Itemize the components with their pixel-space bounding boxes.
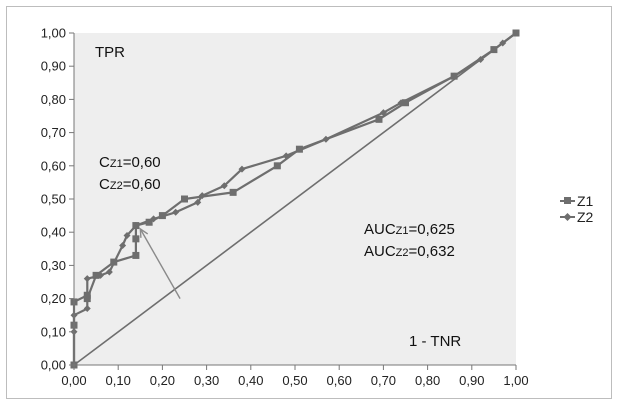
- legend-label-z2: Z2: [577, 209, 594, 225]
- x-tick-label: 0,20: [150, 373, 175, 388]
- x-tick-label: 0,30: [194, 373, 219, 388]
- series-z1-point: [273, 162, 281, 170]
- y-tick-label: 0,90: [41, 59, 66, 74]
- y-tick-label: 0,10: [41, 324, 66, 339]
- y-axis-title: TPR: [95, 44, 125, 61]
- y-tick-label: 0,20: [41, 291, 66, 306]
- y-tick-label: 1,00: [41, 26, 66, 41]
- y-tick-label: 0,40: [41, 225, 66, 240]
- series-z1-point: [132, 235, 140, 243]
- cutoff-arrow-head: [139, 227, 149, 238]
- series-z2-line: [72, 32, 517, 365]
- series-z2-point: [97, 271, 105, 279]
- y-tick-label: 0,60: [41, 158, 66, 173]
- series-z2-point: [379, 109, 387, 117]
- series-z2-point: [150, 215, 158, 223]
- chart-frame: 0,00 0,10 0,20 0,30 0,40 0,50 0,60 0,70 0,80 0,90…: [6, 6, 612, 399]
- x-tick-label: 0,80: [415, 373, 440, 388]
- x-tick-label: 0,90: [459, 373, 484, 388]
- legend-marker-z1: [564, 197, 571, 204]
- legend-marker-z2: [563, 213, 572, 221]
- y-tick-label: 0,50: [41, 192, 66, 207]
- series-z1-point: [132, 251, 140, 259]
- series-z2-point: [282, 152, 290, 160]
- series-z2-point: [105, 268, 113, 276]
- auc-annotation-z2: AUCZ2=0,632: [364, 243, 455, 260]
- x-tick-label: 0,70: [371, 373, 396, 388]
- series-z1-point: [145, 218, 153, 226]
- series-z2-point: [198, 192, 206, 200]
- series-z1-point: [92, 271, 100, 279]
- y-tick-label: 0,80: [41, 92, 66, 107]
- legend: Z1 Z2: [560, 193, 594, 225]
- series-z1-point: [402, 99, 409, 107]
- reference-diagonal-line: [73, 32, 517, 366]
- series-z2-point: [83, 305, 91, 313]
- series-z2-point: [512, 29, 520, 37]
- x-tick-label: 0,50: [282, 373, 307, 388]
- series-z2-point: [450, 72, 458, 80]
- series-z1-point: [181, 195, 188, 203]
- series-z2-point: [477, 56, 485, 64]
- cut-annotation-z2: CZ2=0,60: [99, 176, 161, 193]
- x-tick-label: 0,40: [238, 373, 263, 388]
- series-z2-point: [132, 222, 140, 230]
- series-z2-point: [194, 198, 202, 206]
- roc-chart: 0,00 0,10 0,20 0,30 0,40 0,50 0,60 0,70 0,80 0,90…: [41, 26, 594, 389]
- series-z2-point: [322, 135, 330, 143]
- y-tick-label: 0,30: [41, 258, 66, 273]
- series-z1-point: [375, 115, 383, 123]
- x-tick-label: 0,00: [61, 373, 86, 388]
- series-z2-point: [238, 165, 246, 173]
- x-tick-label: 0,60: [327, 373, 352, 388]
- series-z2-point: [397, 99, 405, 107]
- series-z2-point: [172, 208, 180, 216]
- auc-annotation-z1: AUCZ1=0,625: [364, 221, 455, 238]
- cut-annotation-z1: CZ1=0,60: [99, 154, 161, 171]
- series-z1-point: [229, 188, 237, 196]
- x-tick-label: 0,10: [106, 373, 131, 388]
- series-z2-point: [123, 232, 131, 240]
- y-tick-label: 0,70: [41, 125, 66, 140]
- series-z2-point: [83, 275, 91, 283]
- x-axis-title: 1 - TNR: [409, 333, 461, 350]
- series-z2-point: [499, 39, 507, 47]
- x-tick-label: 1,00: [503, 373, 528, 388]
- series-z2-point: [119, 241, 127, 249]
- y-tick-label: 0,00: [41, 358, 66, 373]
- series-z2-point: [220, 182, 228, 190]
- legend-label-z1: Z1: [577, 193, 594, 209]
- cutoff-arrow-shaft: [139, 228, 181, 299]
